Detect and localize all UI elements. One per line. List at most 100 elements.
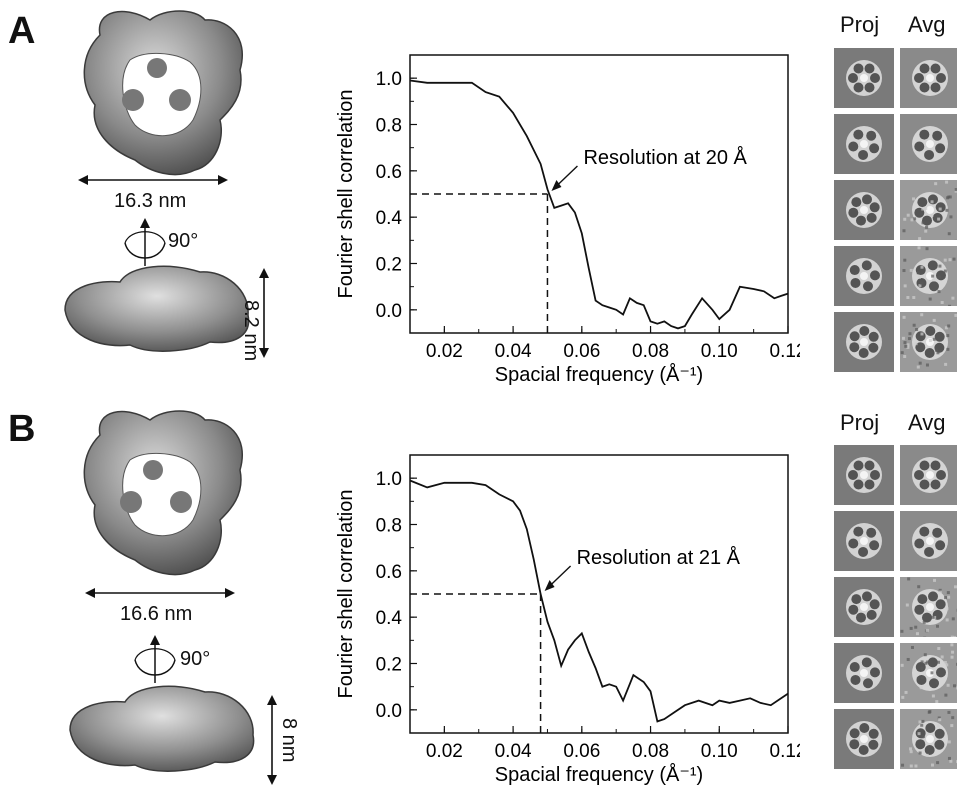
annotation-arrowhead xyxy=(551,180,562,191)
width-label-a: 16.3 nm xyxy=(114,190,187,212)
projection-tile xyxy=(834,445,894,505)
particle-image xyxy=(901,710,957,768)
particle-image xyxy=(846,192,882,228)
average-tile xyxy=(900,643,957,704)
projection-tile xyxy=(834,312,894,372)
rotation-label-b: 90° xyxy=(180,648,211,670)
x-tick-label: 0.08 xyxy=(632,341,669,362)
width-arrow-b xyxy=(85,588,235,598)
projection-tile xyxy=(834,180,894,240)
projection-tile xyxy=(834,709,894,769)
fsc-chart-b: 0.02 0.04 0.06 0.08 0.10 0.12 0.0 0.2 0.4 0.6 0.8 1… xyxy=(335,454,800,786)
height-label-a: 8.2 nm xyxy=(240,300,262,362)
y-tick-label: 0.8 xyxy=(376,516,402,537)
width-arrow-a xyxy=(78,175,228,185)
avg-label-a: Avg xyxy=(908,12,946,37)
particle-image xyxy=(846,324,882,360)
annotation-arrowhead xyxy=(544,580,555,591)
y-tick-label: 0.0 xyxy=(376,701,402,722)
model-top-view-a xyxy=(83,10,243,176)
particle-image xyxy=(846,457,882,493)
x-tick-label: 0.06 xyxy=(563,341,600,362)
particle-image xyxy=(900,313,957,369)
x-tick-label: 0.08 xyxy=(632,741,669,762)
projection-tile xyxy=(834,114,894,174)
x-tick-label: 0.12 xyxy=(770,741,800,762)
particle-image xyxy=(902,180,957,243)
avg-label-b: Avg xyxy=(908,410,946,435)
x-tick-label: 0.10 xyxy=(701,341,738,362)
y-tick-label: 0.2 xyxy=(376,655,402,676)
average-tile xyxy=(900,48,957,108)
particle-image xyxy=(846,589,882,625)
particle-image xyxy=(900,577,957,640)
model-top-view-b xyxy=(83,410,243,576)
model-side-view-b xyxy=(69,685,255,772)
average-tile xyxy=(900,709,957,769)
particle-image xyxy=(846,258,882,294)
y-axis-label: Fourier shell correlation xyxy=(335,490,357,699)
projection-tile xyxy=(834,511,894,571)
average-tile xyxy=(900,180,957,243)
resolution-annotation: Resolution at 20 Å xyxy=(583,146,747,169)
particle-image xyxy=(912,523,948,559)
plot-frame-a xyxy=(409,54,789,334)
class-average-grid-a xyxy=(834,48,957,378)
x-tick-label: 0.10 xyxy=(701,741,738,762)
x-tick-label: 0.02 xyxy=(426,741,463,762)
particle-image xyxy=(846,655,882,691)
height-arrow-a xyxy=(259,268,269,358)
average-tile xyxy=(900,577,957,640)
particle-image xyxy=(902,246,956,308)
particle-image xyxy=(846,523,882,559)
model-side-view-a xyxy=(64,265,250,352)
rotation-icon-a xyxy=(124,218,166,266)
y-tick-label: 0.4 xyxy=(376,608,403,629)
x-tick-label: 0.04 xyxy=(495,741,532,762)
fsc-curve xyxy=(409,79,789,330)
y-tick-label: 0.8 xyxy=(376,116,402,137)
y-axis-label: Fourier shell correlation xyxy=(335,90,357,299)
average-tile xyxy=(900,511,957,571)
y-tick-label: 0.4 xyxy=(376,208,403,229)
plot-frame-b xyxy=(409,454,789,734)
average-tile xyxy=(900,312,957,372)
average-tile xyxy=(900,445,957,505)
particle-image xyxy=(912,457,948,493)
y-tick-label: 0.6 xyxy=(376,162,402,183)
average-tile xyxy=(900,114,957,174)
particle-image xyxy=(912,60,948,96)
projection-tile xyxy=(834,577,894,637)
rotation-icon-b xyxy=(134,635,176,683)
y-tick-label: 1.0 xyxy=(376,69,402,90)
resolution-annotation: Resolution at 21 Å xyxy=(577,546,741,569)
projection-tile xyxy=(834,246,894,306)
particle-image xyxy=(900,643,957,704)
x-tick-label: 0.12 xyxy=(770,341,800,362)
width-label-b: 16.6 nm xyxy=(120,603,193,625)
x-tick-label: 0.06 xyxy=(563,741,600,762)
x-axis-label: Spacial frequency (Å⁻¹) xyxy=(495,763,703,786)
x-tick-label: 0.02 xyxy=(426,341,463,362)
fsc-curve xyxy=(409,479,789,723)
class-average-grid-b xyxy=(834,445,957,775)
average-tile xyxy=(900,246,957,308)
height-arrow-b xyxy=(267,695,277,785)
particle-image xyxy=(912,126,948,162)
panel-letter-a: A xyxy=(8,10,36,52)
rotation-label-a: 90° xyxy=(168,230,199,252)
y-tick-label: 0.0 xyxy=(376,301,402,322)
fsc-chart-a: 0.02 0.04 0.06 0.08 0.10 0.12 0.0 0.2 0.4 0.6 0.8 1… xyxy=(335,54,800,386)
proj-label-a: Proj xyxy=(840,12,880,37)
particle-image xyxy=(846,60,882,96)
projection-tile xyxy=(834,48,894,108)
y-tick-label: 0.6 xyxy=(376,562,402,583)
particle-image xyxy=(846,721,882,757)
projection-tile xyxy=(834,643,894,703)
x-axis-label: Spacial frequency (Å⁻¹) xyxy=(495,363,703,386)
particle-image xyxy=(846,126,882,162)
y-tick-label: 1.0 xyxy=(376,469,402,490)
y-tick-label: 0.2 xyxy=(376,255,402,276)
panel-letter-b: B xyxy=(8,408,36,450)
x-tick-label: 0.04 xyxy=(495,341,532,362)
